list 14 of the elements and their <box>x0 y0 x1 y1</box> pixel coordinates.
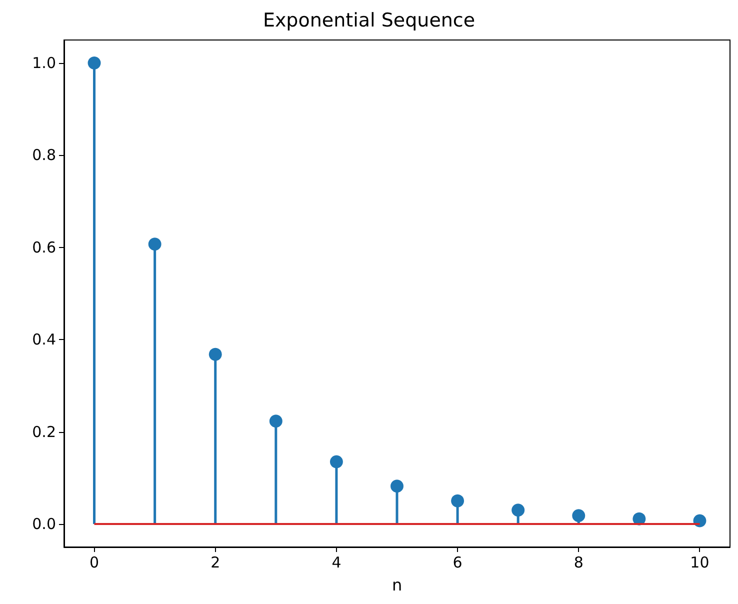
y-tick-label: 0.6 <box>32 238 56 256</box>
y-tick-label: 1.0 <box>32 54 56 72</box>
x-tick-label: 2 <box>210 554 220 572</box>
x-tick-label: 4 <box>332 554 342 572</box>
x-axis-title: n <box>392 576 402 594</box>
x-tick-label: 10 <box>690 554 710 572</box>
chart-title: Exponential Sequence <box>262 10 476 32</box>
y-tick-label: 0.0 <box>32 514 56 533</box>
y-tick-label: 0.8 <box>32 146 56 164</box>
x-tick-label: 6 <box>452 554 462 572</box>
y-tick-label: 0.4 <box>32 330 56 349</box>
y-tick-label: 0.2 <box>32 422 56 441</box>
x-tick-label: 0 <box>90 554 100 572</box>
x-tick-label: 8 <box>574 554 584 572</box>
